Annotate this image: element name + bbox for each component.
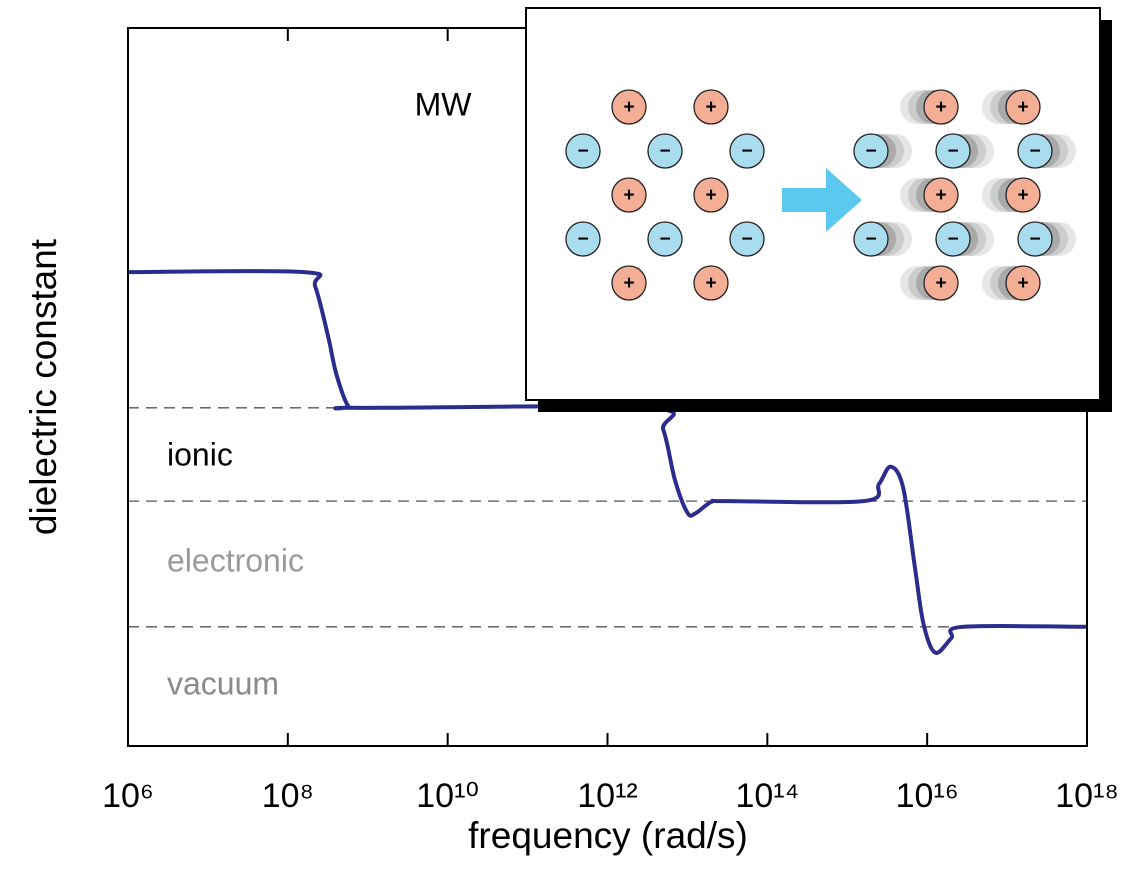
ion-sign: − xyxy=(577,141,588,162)
x-tick-label: 10¹⁸ xyxy=(1055,777,1118,815)
ion-sign: − xyxy=(577,229,588,250)
ion xyxy=(935,133,971,169)
ion-sign: − xyxy=(947,141,958,162)
annotation: electronic xyxy=(167,542,304,578)
annotation: MW xyxy=(415,86,473,122)
ion-sign: + xyxy=(1017,185,1028,206)
annotation: ionic xyxy=(167,436,233,472)
ion xyxy=(729,221,765,257)
ion-sign: + xyxy=(623,273,634,294)
data-line xyxy=(127,269,1088,655)
ion-sign: + xyxy=(935,185,946,206)
ion-sign: + xyxy=(705,185,716,206)
ion xyxy=(1005,177,1041,213)
ion-sign: − xyxy=(741,141,752,162)
x-tick-label: 10¹⁴ xyxy=(735,777,799,815)
x-axis-label: frequency (rad/s) xyxy=(468,815,748,856)
ion xyxy=(1017,221,1053,257)
ion xyxy=(853,133,889,169)
ion xyxy=(693,89,729,125)
ion xyxy=(923,177,959,213)
ion-sign: + xyxy=(705,273,716,294)
ion-sign: + xyxy=(935,273,946,294)
ion-sign: + xyxy=(705,97,716,118)
x-tick-label: 10¹⁰ xyxy=(416,777,479,815)
annotation: vacuum xyxy=(167,665,279,701)
x-tick-label: 10⁶ xyxy=(102,777,154,815)
x-tick-label: 10¹² xyxy=(577,777,637,815)
ion-sign: − xyxy=(947,229,958,250)
ion xyxy=(647,221,683,257)
ion xyxy=(923,265,959,301)
ion-sign: − xyxy=(865,229,876,250)
ion-sign: − xyxy=(659,229,670,250)
ion xyxy=(565,133,601,169)
y-axis-label: dielectric constant xyxy=(23,238,64,535)
ion xyxy=(1017,133,1053,169)
ion xyxy=(1005,265,1041,301)
ion-sign: − xyxy=(1029,141,1040,162)
ion-sign: − xyxy=(741,229,752,250)
ion-sign: − xyxy=(1029,229,1040,250)
ion-sign: + xyxy=(1017,273,1028,294)
ion-sign: + xyxy=(623,185,634,206)
ion xyxy=(1005,89,1041,125)
ion xyxy=(693,265,729,301)
ion-sign: + xyxy=(1017,97,1028,118)
ion xyxy=(693,177,729,213)
ion-sign: − xyxy=(865,141,876,162)
inset: + + + + + + − − − − − − + + + + + + − − − − − − xyxy=(525,7,1112,412)
ion xyxy=(729,133,765,169)
x-tick-label: 10⁸ xyxy=(262,777,314,815)
ion xyxy=(647,133,683,169)
ion xyxy=(935,221,971,257)
ion-sign: + xyxy=(935,97,946,118)
ion xyxy=(611,265,647,301)
x-tick-label: 10¹⁶ xyxy=(896,777,959,815)
ion-sign: + xyxy=(623,97,634,118)
ion-sign: − xyxy=(659,141,670,162)
ion xyxy=(923,89,959,125)
ion xyxy=(611,177,647,213)
ion xyxy=(611,89,647,125)
arrow xyxy=(782,168,862,232)
ion xyxy=(853,221,889,257)
ion xyxy=(565,221,601,257)
